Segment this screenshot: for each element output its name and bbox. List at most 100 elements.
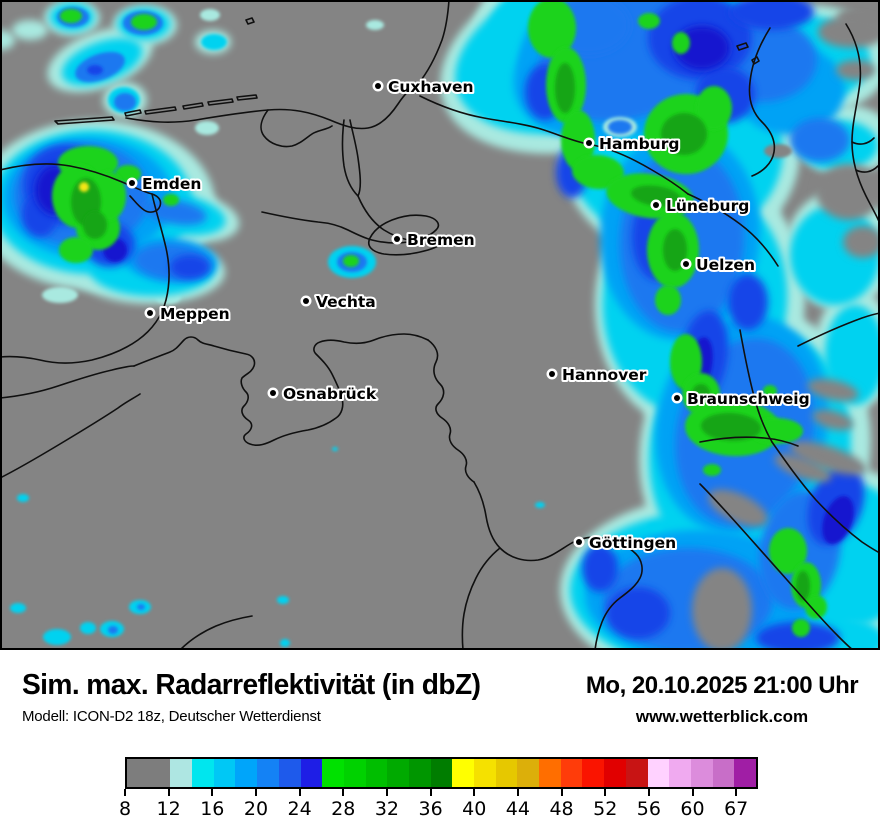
legend-tick-label: 12 <box>156 798 181 820</box>
legend-tick-label: 16 <box>200 798 225 820</box>
border-line <box>207 98 234 106</box>
legend-tick-mark <box>211 789 214 796</box>
legend-tick-mark <box>604 789 607 796</box>
legend-tick-label: 60 <box>680 798 705 820</box>
legend-tick-label: 48 <box>549 798 574 820</box>
border-line <box>0 365 135 399</box>
border-line <box>771 441 880 554</box>
legend-tick-label: 56 <box>636 798 661 820</box>
radar-blob <box>763 385 777 397</box>
city-label: Lüneburg <box>666 197 749 215</box>
legend-tick-label: 20 <box>243 798 269 820</box>
radar-blob <box>80 622 96 634</box>
border-line <box>236 94 258 101</box>
radar-blob <box>59 237 93 263</box>
border-line <box>699 483 854 650</box>
legend-cell <box>322 759 344 787</box>
legend-tick-label: 28 <box>331 798 356 820</box>
legend-tick-mark <box>298 789 301 796</box>
page-title: Sim. max. Radarreflektivität (in dbZ) <box>22 669 481 701</box>
border-line <box>699 436 799 447</box>
radar-blob <box>790 118 850 162</box>
radar-blob <box>818 16 880 48</box>
border-line <box>687 193 779 267</box>
radar-blob <box>10 603 26 613</box>
radar-blob <box>769 528 807 574</box>
legend-cell <box>495 759 518 787</box>
radar-blob <box>143 198 207 226</box>
radar-blob <box>647 523 663 531</box>
radar-blob <box>170 255 210 279</box>
city-label: Göttingen <box>589 534 676 552</box>
legend-cell <box>430 759 453 787</box>
city-marker-dot <box>394 236 400 242</box>
radar-blob <box>789 441 867 475</box>
legend-tick-label: 44 <box>505 798 530 820</box>
border-line <box>739 329 773 443</box>
city-label: Braunschweig <box>687 390 810 408</box>
city-marker-dot <box>375 83 381 89</box>
legend-cell <box>387 759 409 787</box>
radar-blob <box>555 63 575 113</box>
legend-cell <box>192 759 214 787</box>
city-meppen: Meppen <box>144 303 232 325</box>
radar-blob <box>366 20 384 30</box>
radar-blob <box>692 384 710 404</box>
border-line <box>797 312 880 347</box>
border-line <box>182 102 204 110</box>
radar-blob <box>200 9 220 21</box>
radar-blob <box>807 378 859 402</box>
city-braunschweig: Braunschweig <box>671 388 812 410</box>
legend-tick-label: 52 <box>593 798 618 820</box>
legend-cell <box>474 759 496 787</box>
radar-blob <box>163 194 179 206</box>
legend-cell <box>625 759 648 787</box>
map-frame <box>0 0 880 650</box>
radar-blob <box>701 412 761 442</box>
city-hannover: Hannover <box>546 364 649 386</box>
legend-tick-label: 67 <box>724 798 749 820</box>
legend-tick-mark <box>647 789 650 796</box>
legend-cell <box>560 759 583 787</box>
city-label: Emden <box>142 175 201 193</box>
border-line <box>461 547 501 650</box>
city-marker-dot <box>653 202 659 208</box>
radar-blob <box>696 86 732 130</box>
model-subtitle: Modell: ICON-D2 18z, Deutscher Wetterdie… <box>22 708 321 726</box>
radar-blob <box>561 110 595 170</box>
legend-cell <box>669 759 691 787</box>
radar-blob <box>631 185 681 207</box>
city-labels: Cuxhaven Hamburg Emden Lüneburg Bremen Uelzen… <box>126 76 812 554</box>
legend-tick-mark <box>516 789 519 796</box>
radar-blob <box>764 144 792 158</box>
radar-blob <box>0 30 15 50</box>
radar-blob <box>582 544 618 592</box>
legend-tick-mark <box>124 789 126 796</box>
radar-blob <box>843 226 880 258</box>
legend-tick-label: 36 <box>418 798 443 820</box>
border-line <box>473 481 643 650</box>
legend-cell <box>213 759 236 787</box>
radar-blob <box>703 464 721 476</box>
radar-blob <box>812 409 854 431</box>
legend-tick-mark <box>342 789 345 796</box>
radar-blob <box>608 120 632 134</box>
legend-tick-mark <box>429 789 432 796</box>
legend-cell <box>712 759 735 787</box>
border-line <box>124 109 142 117</box>
radar-blob <box>816 164 880 220</box>
legend-tick-label: 8 <box>118 798 132 820</box>
city-label: Uelzen <box>696 256 755 274</box>
legend-tick-mark <box>691 789 694 796</box>
border-line <box>851 137 879 173</box>
border-line <box>125 83 419 130</box>
radar-blob <box>60 9 82 23</box>
legend-cell <box>343 759 366 787</box>
radar-blob <box>280 639 290 647</box>
radar-blob <box>83 211 107 239</box>
legend-cell <box>278 759 301 787</box>
legend-tick-mark <box>167 789 170 796</box>
city-bremen: Bremen <box>391 229 477 251</box>
radar-blob <box>774 454 832 482</box>
